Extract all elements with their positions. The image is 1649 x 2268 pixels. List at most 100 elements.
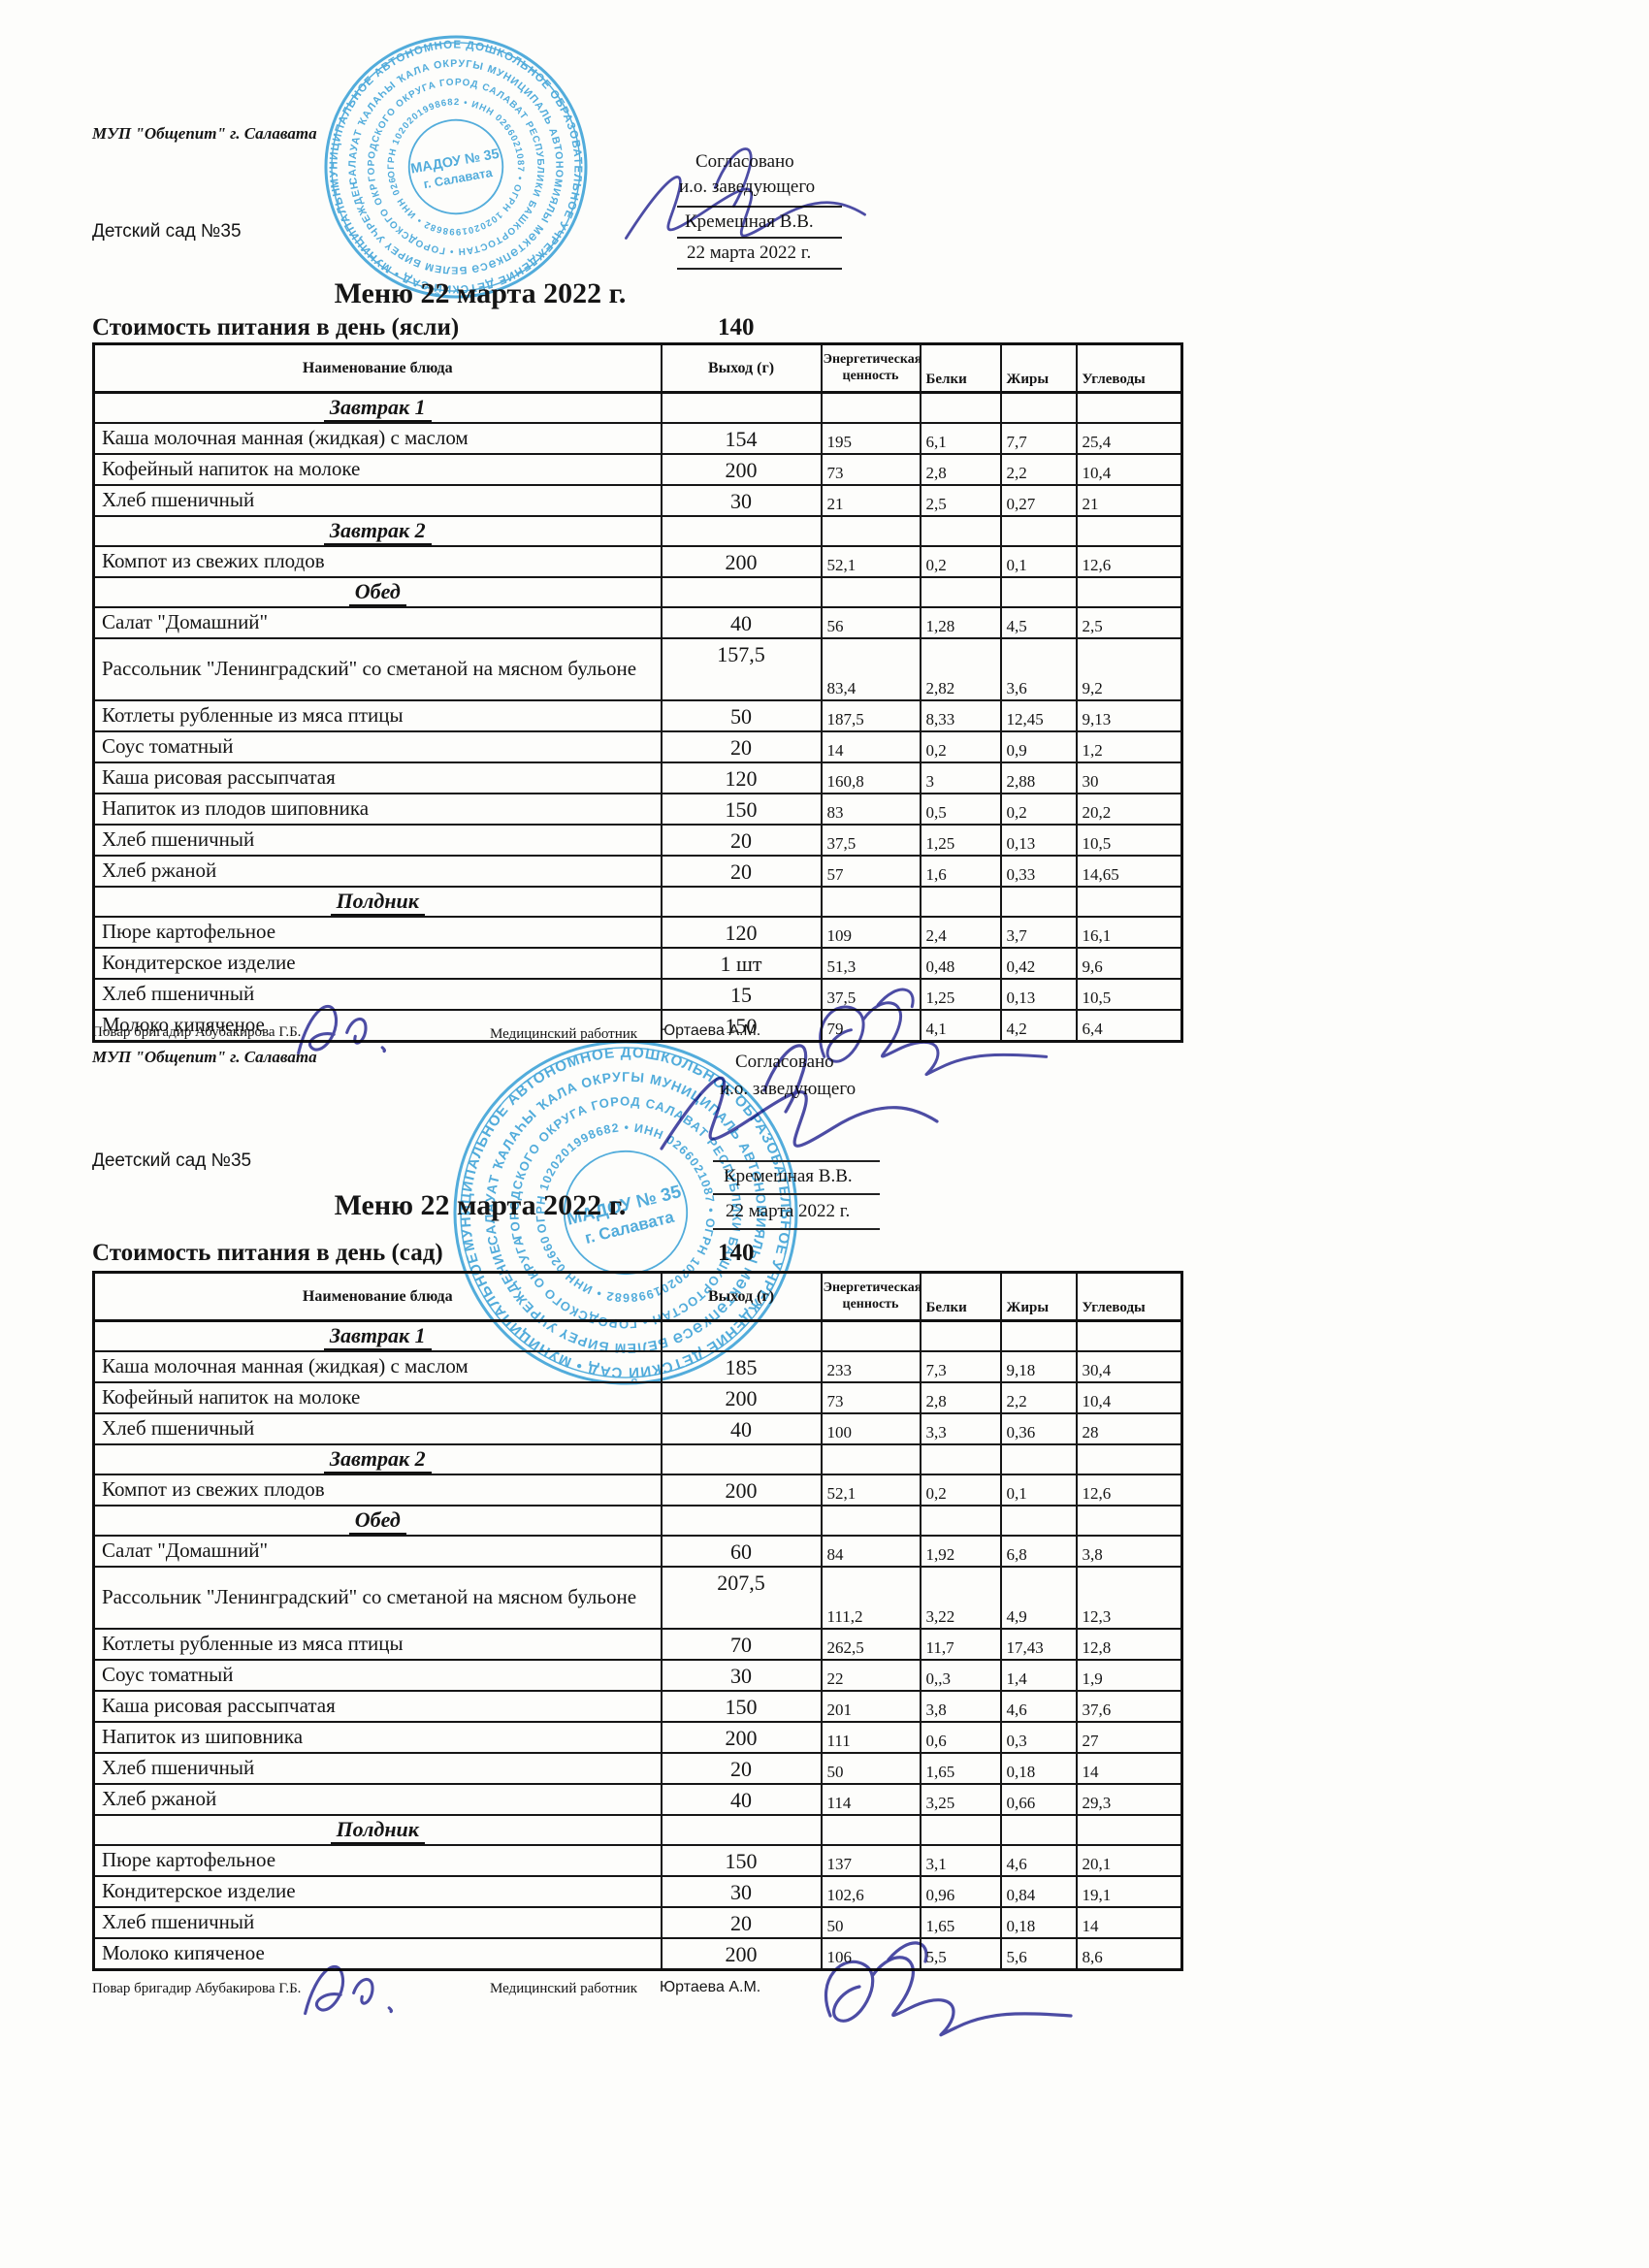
empty-cell — [820, 1813, 922, 1846]
energy-cell: 187,5 — [820, 698, 922, 732]
dish-row: Хлеб пшеничный 40 100 3,3 0,36 28 — [92, 1411, 1183, 1445]
energy-cell: 109 — [820, 915, 922, 949]
org-name: МУП "Общепит" г. Салавата — [92, 1048, 317, 1066]
energy-cell: 21 — [820, 483, 922, 517]
energy-cell: 50 — [820, 1751, 922, 1785]
approval-agreed: Согласовано — [695, 151, 794, 172]
fat-cell: 2,88 — [999, 761, 1078, 794]
empty-cell — [1075, 514, 1183, 547]
carbs-cell: 1,2 — [1075, 729, 1183, 763]
carbs-cell: 14 — [1075, 1905, 1183, 1939]
facility-name: Детский сад №35 — [92, 221, 242, 242]
empty-cell — [999, 391, 1078, 424]
dish-name-cell: Хлеб пшеничный — [92, 977, 663, 1011]
dish-row: Каша молочная манная (жидкая) с маслом 15… — [92, 421, 1183, 455]
fat-cell: 0,18 — [999, 1751, 1078, 1785]
portion-cell: 60 — [660, 1534, 823, 1568]
dish-name-cell: Рассольник "Ленинградский" со сметаной н… — [92, 636, 663, 701]
cook-signature-ink — [304, 1964, 393, 2016]
dish-row: Хлеб пшеничный 30 21 2,5 0,27 21 — [92, 483, 1183, 517]
protein-cell: 2,82 — [919, 636, 1002, 701]
energy-cell: 160,8 — [820, 761, 922, 794]
signature-line — [677, 268, 842, 270]
dish-name-cell: Молоко кипяченое — [92, 1008, 663, 1042]
dish-name-cell: Каша рисовая рассыпчатая — [92, 1689, 663, 1723]
col-portion: Выход (г) — [660, 1271, 823, 1322]
fat-cell: 0,33 — [999, 854, 1078, 888]
dish-row: Хлеб ржаной 40 114 3,25 0,66 29,3 — [92, 1782, 1183, 1816]
col-protein: Белки — [919, 1271, 1002, 1322]
protein-cell: 4,1 — [919, 1008, 1002, 1042]
signature-line — [713, 1193, 880, 1195]
energy-cell: 262,5 — [820, 1627, 922, 1661]
carbs-cell: 9,6 — [1075, 946, 1183, 980]
empty-cell — [919, 1319, 1002, 1352]
meal-section-row: Завтрак 2 — [92, 514, 1183, 547]
fat-cell: 7,7 — [999, 421, 1078, 455]
dish-row: Пюре картофельное 150 137 3,1 4,6 20,1 — [92, 1843, 1183, 1877]
meal-section-label: Завтрак 2 — [323, 1446, 432, 1473]
menu-table-yasli: Наименование блюда Выход (г) Энергетичес… — [92, 342, 1183, 1043]
empty-cell — [999, 1319, 1078, 1352]
medic-signature-ink — [819, 988, 1049, 1076]
facility-name: Деетский сад №35 — [92, 1150, 252, 1171]
fat-cell: 0,27 — [999, 483, 1078, 517]
empty-cell — [1075, 1504, 1183, 1537]
carbs-cell: 9,13 — [1075, 698, 1183, 732]
approval-role: и.о. заведующего — [679, 177, 816, 197]
energy-cell: 22 — [820, 1658, 922, 1692]
carbs-cell: 16,1 — [1075, 915, 1183, 949]
protein-cell: 3,25 — [919, 1782, 1002, 1816]
dish-name-cell: Салат "Домашний" — [92, 605, 663, 639]
dish-row: Хлеб пшеничный 20 37,5 1,25 0,13 10,5 — [92, 823, 1183, 857]
fat-cell: 12,45 — [999, 698, 1078, 732]
dish-name-cell: Хлеб пшеничный — [92, 1411, 663, 1445]
empty-cell — [660, 1504, 823, 1537]
dish-name-cell: Кондитерское изделие — [92, 1874, 663, 1908]
dish-row: Напиток из плодов шиповника 150 83 0,5 0,2 20… — [92, 792, 1183, 826]
protein-cell: 6,1 — [919, 421, 1002, 455]
empty-cell — [1075, 391, 1183, 424]
dish-row: Котлеты рубленные из мяса птицы 70 262,5 11… — [92, 1627, 1183, 1661]
dish-row: Компот из свежих плодов 200 52,1 0,2 0,1 12,6 — [92, 1473, 1183, 1507]
empty-cell — [660, 575, 823, 608]
meal-section-label: Завтрак 1 — [323, 1323, 432, 1349]
cost-value: 140 — [718, 314, 755, 340]
dish-row: Компот из свежих плодов 200 52,1 0,2 0,1 12,6 — [92, 544, 1183, 578]
carbs-cell: 30,4 — [1075, 1349, 1183, 1383]
dish-row: Кофейный напиток на молоке 200 73 2,8 2,2 10,… — [92, 452, 1183, 486]
protein-cell: 1,65 — [919, 1751, 1002, 1785]
portion-cell: 1 шт — [660, 946, 823, 980]
fat-cell: 0,84 — [999, 1874, 1078, 1908]
protein-cell: 3,3 — [919, 1411, 1002, 1445]
col-carbs: Углеводы — [1075, 342, 1183, 394]
meal-section-cell: Завтрак 1 — [92, 391, 663, 424]
dish-row: Напиток из шиповника 200 111 0,6 0,3 27 — [92, 1720, 1183, 1754]
carbs-cell: 8,6 — [1075, 1936, 1183, 1970]
meal-section-label: Завтрак 1 — [323, 395, 432, 421]
col-fat: Жиры — [999, 342, 1078, 394]
empty-cell — [999, 885, 1078, 918]
empty-cell — [660, 514, 823, 547]
portion-cell: 200 — [660, 1936, 823, 1970]
energy-cell: 52,1 — [820, 1473, 922, 1507]
carbs-cell: 10,4 — [1075, 1380, 1183, 1414]
meal-section-label: Полдник — [330, 889, 425, 915]
approval-role: и.о. заведующего — [720, 1079, 857, 1099]
portion-cell: 70 — [660, 1627, 823, 1661]
fat-cell: 0,9 — [999, 729, 1078, 763]
fat-cell: 0,2 — [999, 792, 1078, 826]
portion-cell: 200 — [660, 452, 823, 486]
empty-cell — [919, 885, 1002, 918]
empty-cell — [820, 391, 922, 424]
org-name: МУП "Общепит" г. Салавата — [92, 124, 317, 143]
fat-cell: 4,6 — [999, 1689, 1078, 1723]
portion-cell: 207,5 — [660, 1565, 823, 1630]
energy-cell: 111 — [820, 1720, 922, 1754]
dish-row: Рассольник "Ленинградский" со сметаной н… — [92, 1565, 1183, 1630]
portion-cell: 200 — [660, 1473, 823, 1507]
portion-cell: 20 — [660, 1905, 823, 1939]
meal-section-label: Полдник — [330, 1817, 425, 1843]
signature-line — [713, 1228, 880, 1230]
energy-cell: 37,5 — [820, 977, 922, 1011]
